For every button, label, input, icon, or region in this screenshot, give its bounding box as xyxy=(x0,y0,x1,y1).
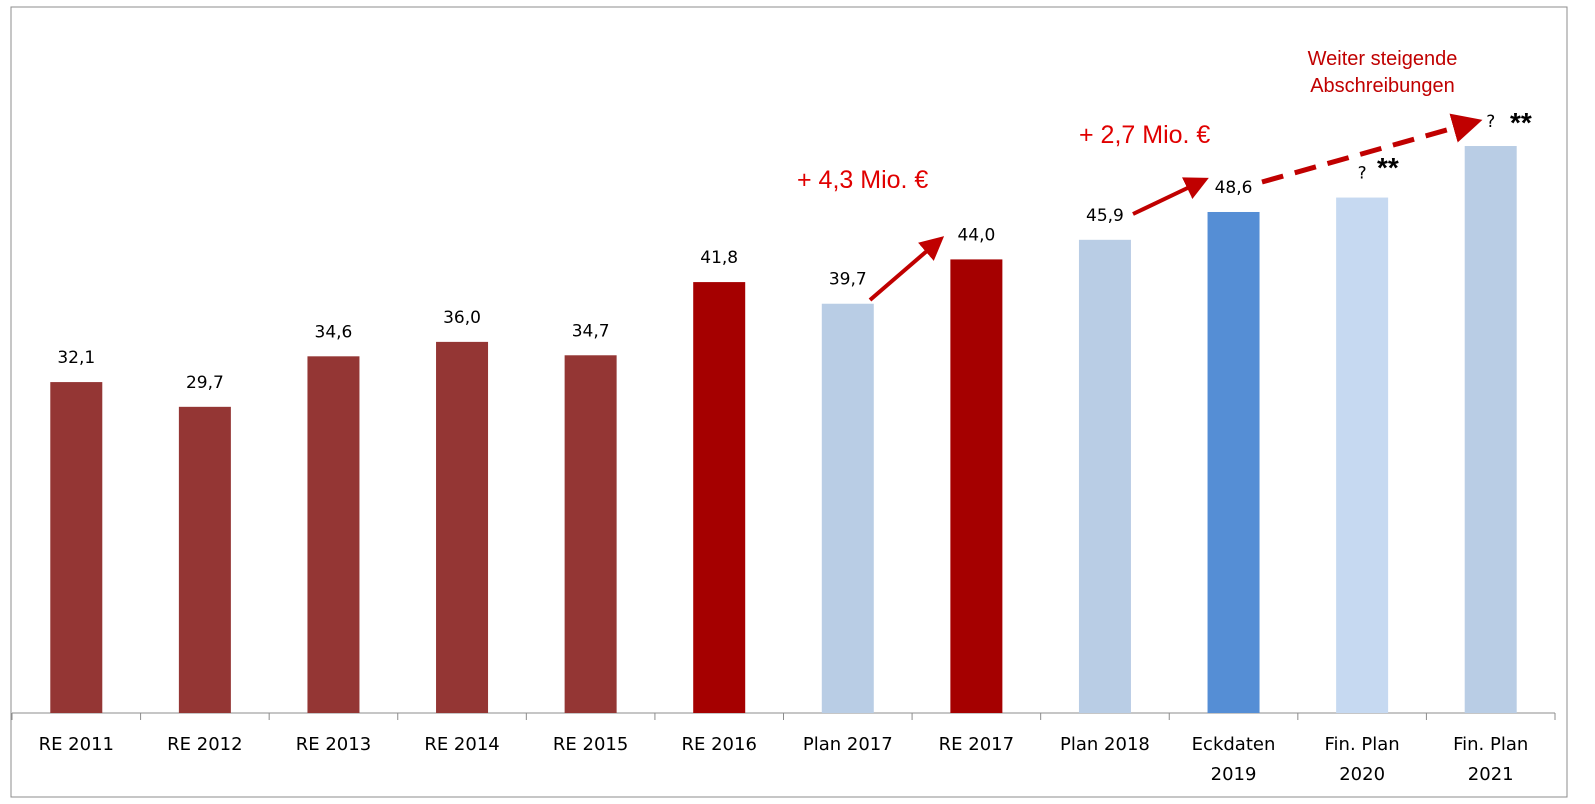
bar xyxy=(1336,197,1389,713)
x-tick-label: RE 2014 xyxy=(424,734,500,755)
x-tick-label: Fin. Plan 2020 xyxy=(1324,734,1400,785)
x-tick-label: Plan 2018 xyxy=(1060,734,1150,755)
x-tick-label: RE 2012 xyxy=(167,734,243,755)
arrow xyxy=(868,236,945,302)
x-tick-label: Fin. Plan 2021 xyxy=(1453,734,1529,785)
annotation: Weiter steigende Abschreibungen xyxy=(1307,48,1458,97)
bar xyxy=(564,355,617,713)
bar xyxy=(436,341,489,713)
value-label: 34,6 xyxy=(315,322,353,342)
arrow xyxy=(1132,177,1209,216)
bar xyxy=(950,259,1003,713)
annotation: ** xyxy=(1510,107,1532,138)
value-label: 48,6 xyxy=(1215,178,1253,198)
bar xyxy=(50,382,103,713)
value-label: 36,0 xyxy=(443,308,481,328)
value-label: 45,9 xyxy=(1086,206,1124,226)
bar xyxy=(1078,239,1131,713)
bar xyxy=(1207,211,1260,713)
dashed-arrow xyxy=(1261,113,1483,185)
value-label: ? xyxy=(1358,164,1367,184)
x-tick-label: RE 2013 xyxy=(295,734,372,755)
bar xyxy=(178,406,231,713)
value-label: 29,7 xyxy=(186,373,224,393)
bar xyxy=(693,282,746,713)
value-label: 32,1 xyxy=(57,348,95,368)
bar xyxy=(307,356,360,713)
value-label: 39,7 xyxy=(829,270,867,290)
value-label: ? xyxy=(1486,112,1495,132)
annotation: ** xyxy=(1377,152,1399,183)
x-tick-label: Eckdaten 2019 xyxy=(1191,734,1276,785)
annotation: + 4,3 Mio. € xyxy=(797,166,929,194)
value-label: 44,0 xyxy=(957,225,995,245)
bar xyxy=(821,303,874,713)
x-tick-label: Plan 2017 xyxy=(802,734,893,755)
x-tick-label: RE 2017 xyxy=(938,734,1015,755)
x-tick-label: RE 2016 xyxy=(681,734,757,755)
x-tick-label: RE 2011 xyxy=(38,734,114,755)
value-label: 41,8 xyxy=(700,248,738,268)
annotation: + 2,7 Mio. € xyxy=(1079,121,1211,149)
x-tick-label: RE 2015 xyxy=(552,734,629,755)
value-label: 34,7 xyxy=(572,321,610,341)
bar xyxy=(1464,146,1517,713)
frame xyxy=(10,6,1568,798)
